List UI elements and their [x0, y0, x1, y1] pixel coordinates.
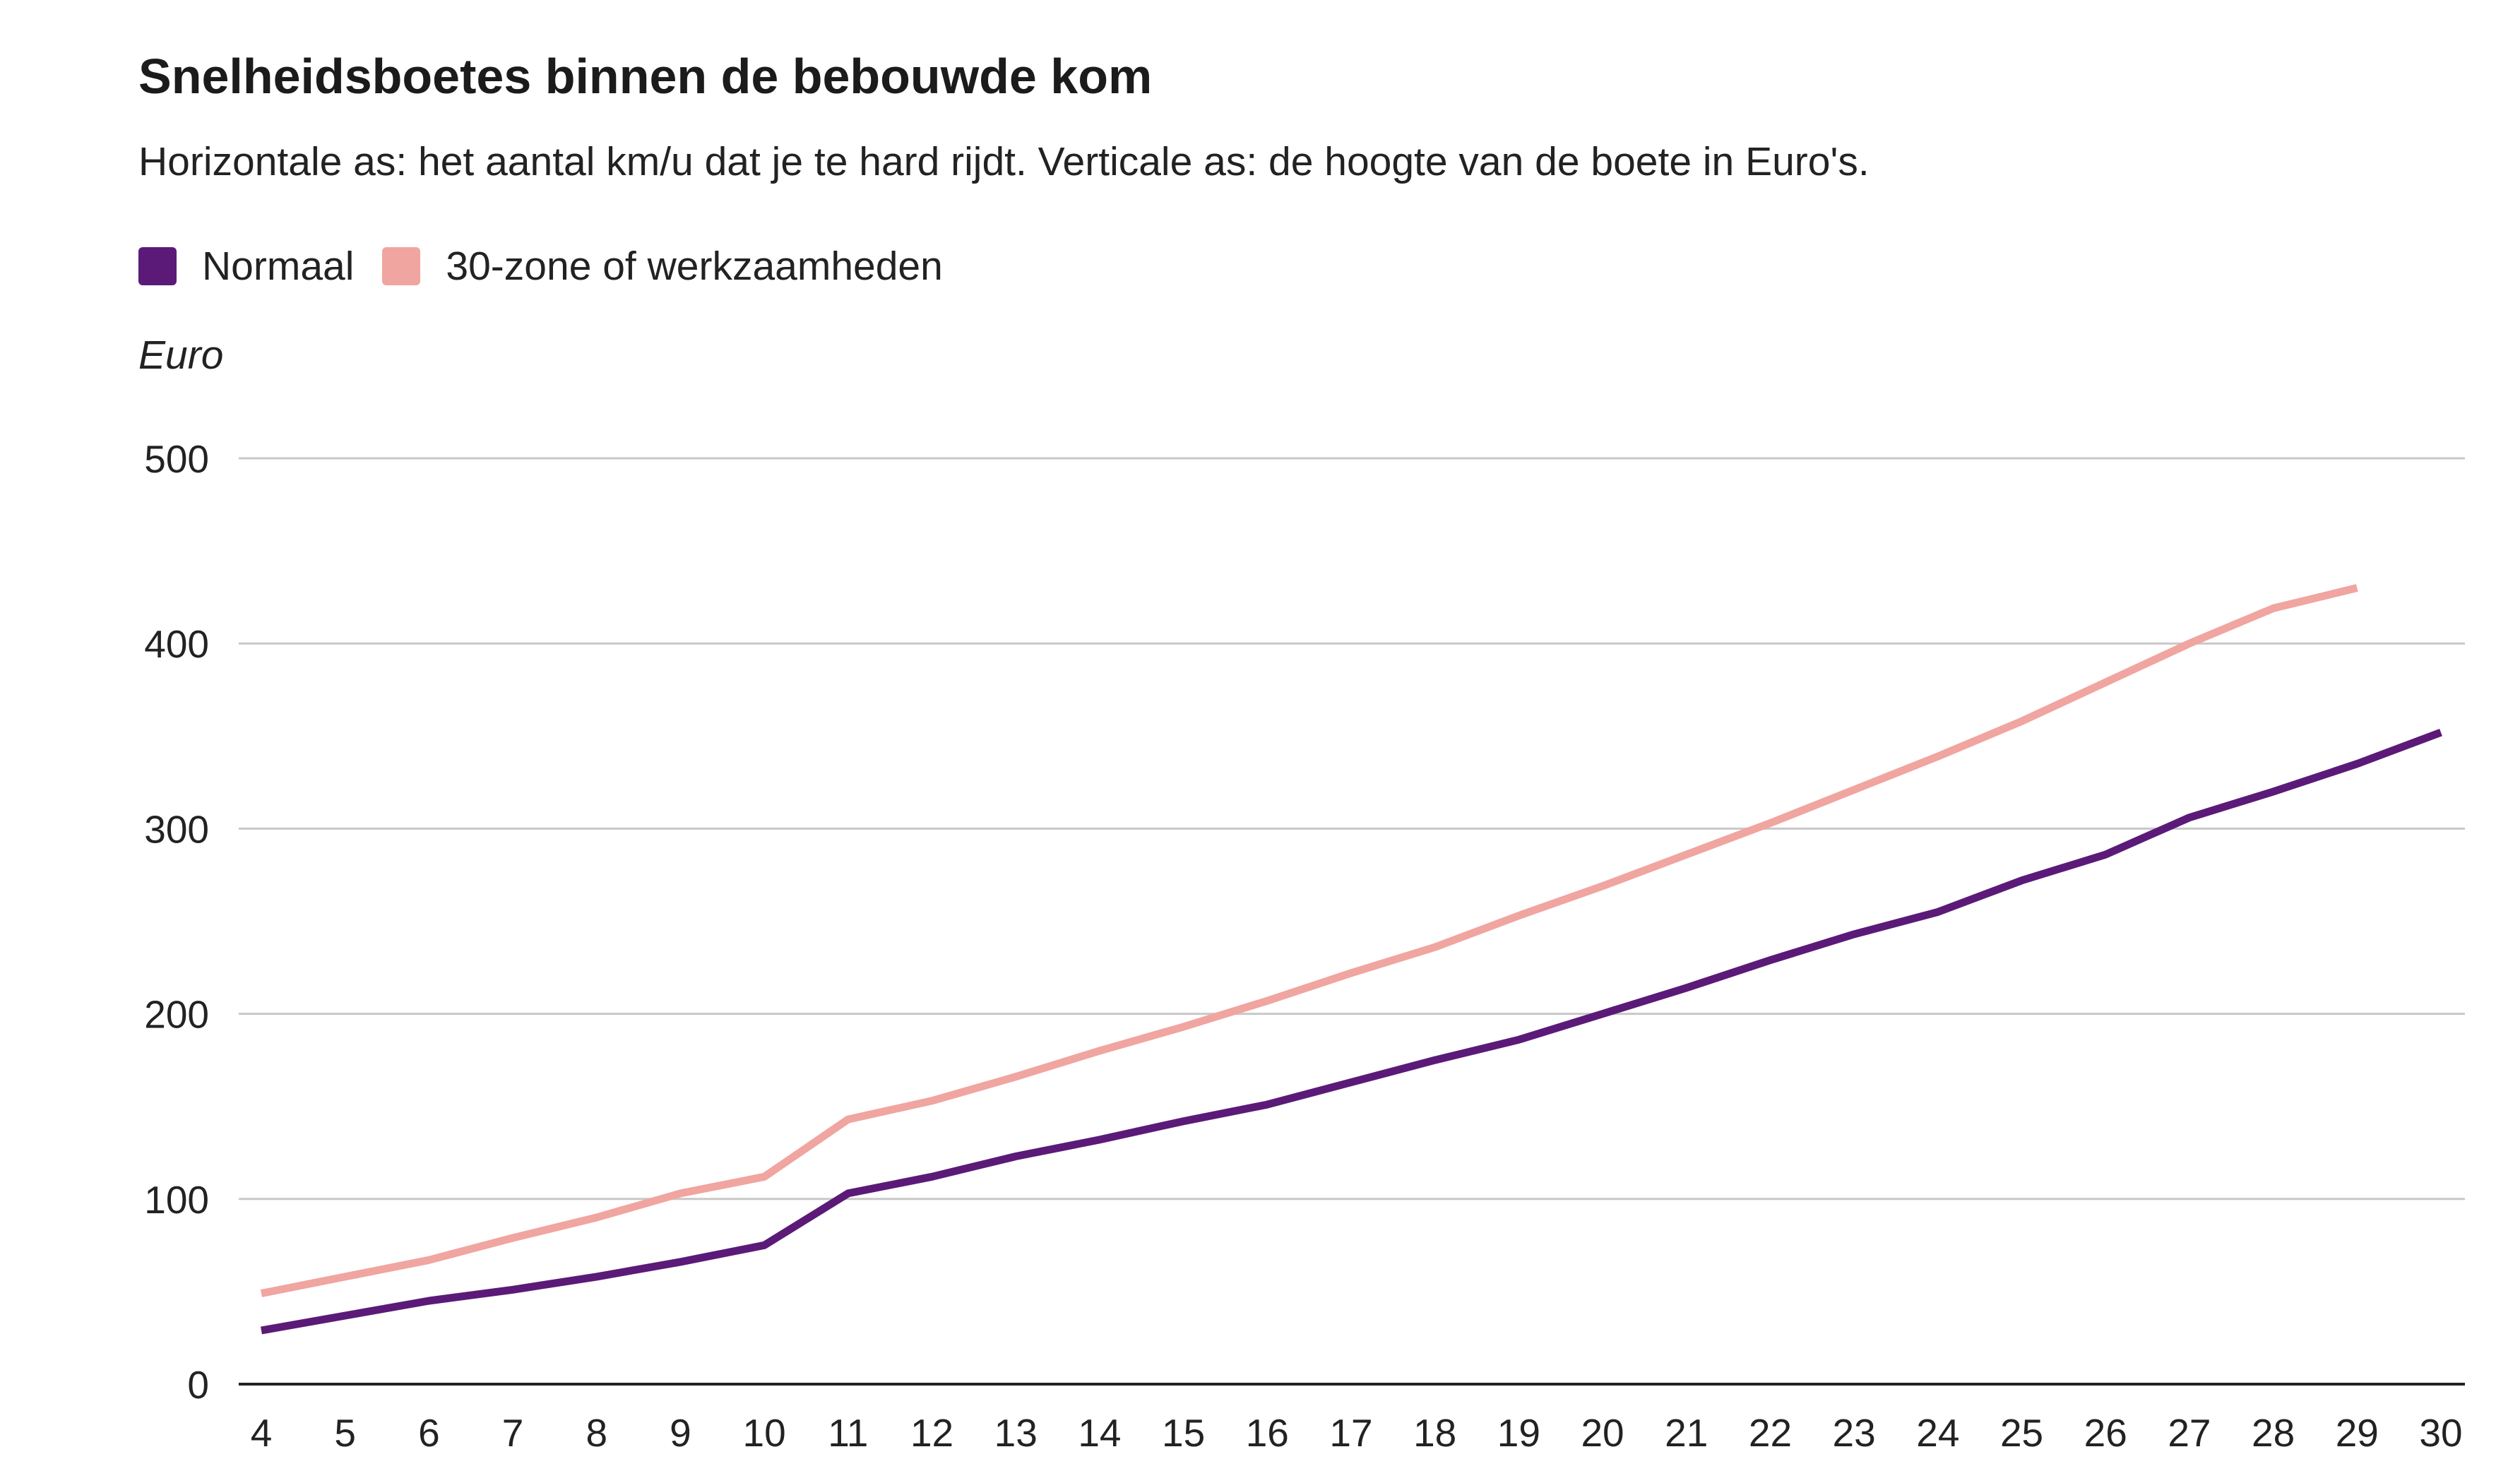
x-tick-label: 12 — [910, 1411, 953, 1455]
x-tick-label: 18 — [1413, 1411, 1456, 1455]
x-tick-label: 6 — [418, 1411, 440, 1455]
x-tick-label: 21 — [1665, 1411, 1708, 1455]
legend: Normaal 30-zone of werkzaamheden — [138, 243, 971, 290]
y-tick-label: 0 — [187, 1363, 209, 1407]
chart-title: Snelheidsboetes binnen de bebouwde kom — [138, 49, 1153, 104]
y-axis-unit-label: Euro — [138, 333, 224, 378]
x-tick-label: 14 — [1078, 1411, 1121, 1455]
x-axis-ticks: 4 5 6 7 8 9 10 11 12 13 14 15 16 17 18 19 20 21 22 23 24 25 26… — [251, 1411, 2463, 1455]
x-tick-label: 5 — [334, 1411, 356, 1455]
y-tick-label: 100 — [144, 1178, 209, 1222]
x-tick-label: 27 — [2168, 1411, 2211, 1455]
y-tick-label: 400 — [144, 622, 209, 666]
legend-label-30-zone: 30-zone of werkzaamheden — [446, 244, 943, 289]
x-tick-label: 19 — [1497, 1411, 1540, 1455]
gridlines — [239, 457, 2465, 1386]
x-tick-label: 28 — [2252, 1411, 2295, 1455]
x-tick-label: 20 — [1581, 1411, 1624, 1455]
x-tick-label: 10 — [743, 1411, 786, 1455]
y-tick-label: 300 — [144, 807, 209, 851]
chart-subtitle: Horizontale as: het aantal km/u dat je t… — [138, 139, 1870, 184]
x-tick-label: 22 — [1749, 1411, 1792, 1455]
y-tick-label: 500 — [144, 437, 209, 481]
series-lines — [260, 584, 2442, 1335]
x-tick-label: 11 — [828, 1411, 868, 1455]
x-tick-label: 8 — [586, 1411, 607, 1455]
x-tick-label: 15 — [1162, 1411, 1205, 1455]
legend-item-normaal: Normaal — [138, 243, 354, 290]
x-tick-label: 17 — [1329, 1411, 1372, 1455]
legend-item-30-zone: 30-zone of werkzaamheden — [382, 243, 943, 290]
x-tick-label: 9 — [670, 1411, 691, 1455]
y-axis-ticks: 0 100 200 300 400 500 — [144, 437, 209, 1407]
x-tick-label: 7 — [502, 1411, 524, 1455]
legend-swatch-normaal — [138, 247, 177, 285]
x-tick-label: 29 — [2336, 1411, 2379, 1455]
x-tick-label: 13 — [994, 1411, 1038, 1455]
y-tick-label: 200 — [144, 993, 209, 1037]
series-line-30-zone — [260, 584, 2358, 1297]
x-tick-label: 24 — [1916, 1411, 1959, 1455]
x-tick-label: 16 — [1246, 1411, 1289, 1455]
legend-label-normaal: Normaal — [202, 244, 355, 289]
x-tick-label: 25 — [2000, 1411, 2043, 1455]
x-tick-label: 30 — [2419, 1411, 2462, 1455]
legend-swatch-30-zone — [382, 247, 421, 285]
x-tick-label: 4 — [251, 1411, 273, 1455]
series-line-normaal — [261, 728, 2442, 1335]
x-tick-label: 23 — [1833, 1411, 1876, 1455]
x-tick-label: 26 — [2084, 1411, 2127, 1455]
